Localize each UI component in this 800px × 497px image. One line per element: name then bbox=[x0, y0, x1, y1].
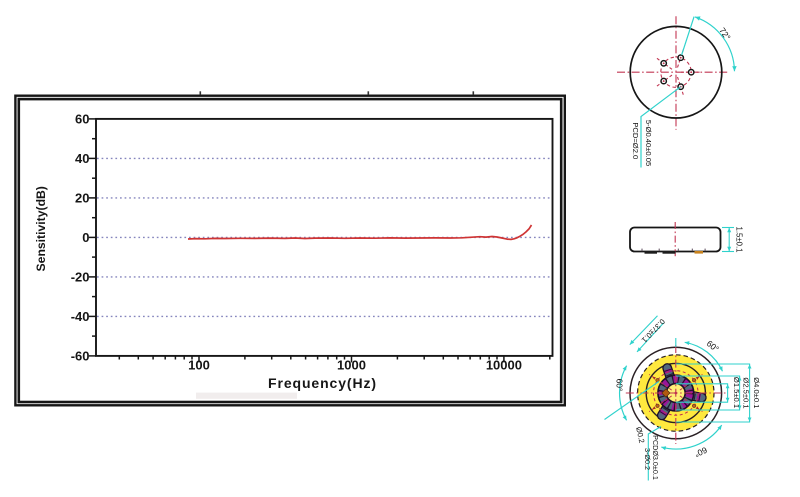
svg-text:PCDØ3.0±0.1: PCDØ3.0±0.1 bbox=[651, 435, 660, 480]
svg-text:40: 40 bbox=[75, 151, 89, 166]
svg-text:60°: 60° bbox=[615, 379, 625, 392]
svg-text:20: 20 bbox=[75, 191, 89, 206]
svg-text:Ø4.0±0.1: Ø4.0±0.1 bbox=[752, 377, 761, 408]
svg-text:Ø1.5±0.1: Ø1.5±0.1 bbox=[732, 377, 741, 408]
svg-text:1.5±0.1: 1.5±0.1 bbox=[735, 227, 744, 253]
svg-text:10000: 10000 bbox=[486, 358, 522, 373]
svg-text:60°: 60° bbox=[693, 445, 709, 459]
svg-text:-40: -40 bbox=[71, 309, 90, 324]
svg-text:3-Ø0.2: 3-Ø0.2 bbox=[643, 448, 652, 470]
svg-text:60: 60 bbox=[75, 112, 89, 127]
svg-text:-60: -60 bbox=[71, 349, 90, 364]
svg-text:Frequency(Hz): Frequency(Hz) bbox=[268, 375, 377, 391]
svg-text:72°: 72° bbox=[717, 26, 733, 42]
svg-text:100: 100 bbox=[188, 358, 210, 373]
svg-text:1000: 1000 bbox=[337, 358, 366, 373]
svg-text:Ø2.5±0.1: Ø2.5±0.1 bbox=[741, 377, 750, 408]
svg-text:5-Ø0.40±0.05: 5-Ø0.40±0.05 bbox=[644, 120, 653, 166]
svg-text:Sensitivity(dB): Sensitivity(dB) bbox=[34, 186, 48, 271]
svg-text:-20: -20 bbox=[71, 270, 90, 285]
svg-text:Ø0.2: Ø0.2 bbox=[634, 426, 646, 444]
svg-text:0: 0 bbox=[82, 230, 89, 245]
svg-text:PCD=Ø2.0: PCD=Ø2.0 bbox=[631, 122, 640, 159]
svg-text:0.37±0.1: 0.37±0.1 bbox=[640, 317, 667, 344]
